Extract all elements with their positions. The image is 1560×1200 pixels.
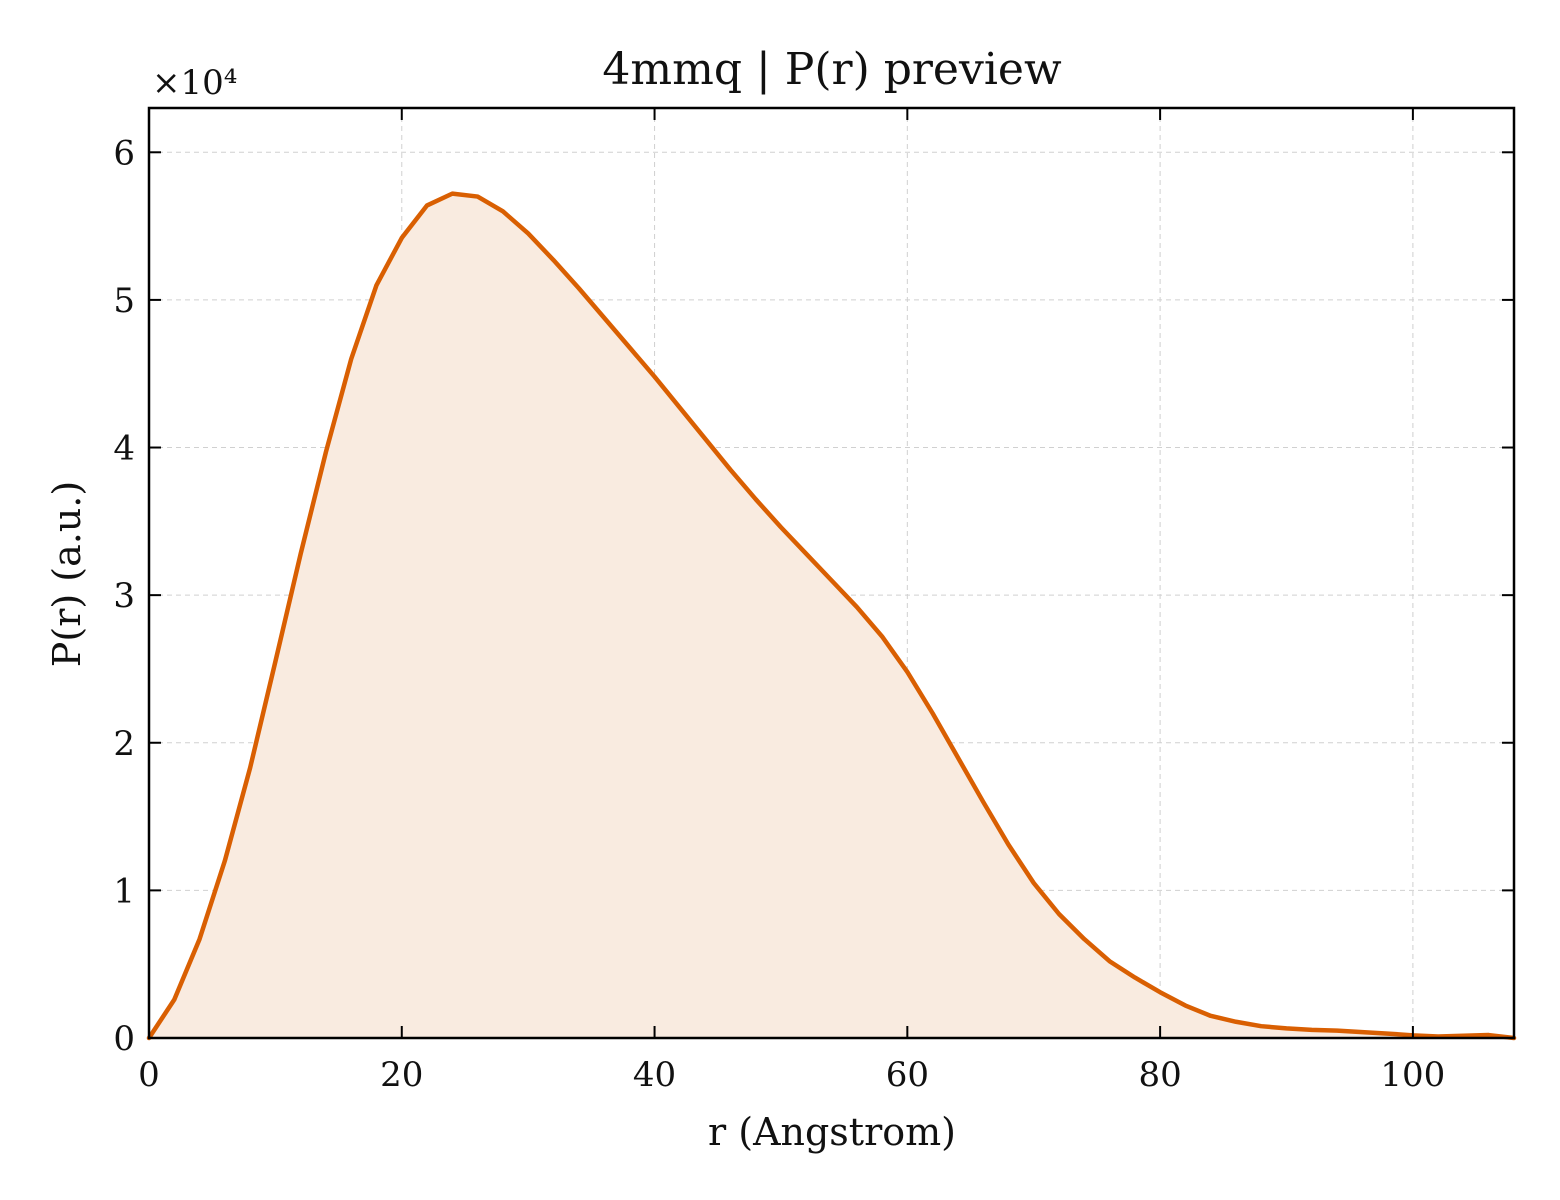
chart-title: 4mmq | P(r) preview (602, 44, 1062, 95)
x-tick-label: 100 (1380, 1055, 1445, 1095)
plot-frame (147, 106, 1516, 1040)
y-tick-label: 5 (113, 281, 135, 321)
x-tick-label: 60 (886, 1055, 929, 1095)
y-tick-label: 1 (113, 871, 135, 911)
x-tick-label: 0 (138, 1055, 160, 1095)
y-axis-label: P(r) (a.u.) (45, 481, 89, 667)
x-tick-label: 80 (1138, 1055, 1181, 1095)
x-tick-label: 20 (380, 1055, 423, 1095)
pr-area-fill (149, 193, 1514, 1038)
y-tick-label: 4 (113, 429, 135, 469)
y-tick-label: 6 (113, 133, 135, 173)
y-tick-label: 2 (113, 724, 135, 764)
y-tick-label: 3 (113, 576, 135, 616)
ticks: 0 20 40 60 80 100 0 1 2 3 4 5 6 (113, 108, 1514, 1095)
y-tick-label: 0 (113, 1019, 135, 1059)
x-tick-label: 40 (633, 1055, 676, 1095)
x-axis-label: r (Angstrom) (708, 1110, 956, 1154)
y-axis-multiplier: ×10⁴ (152, 63, 237, 103)
pr-curve-line (146, 191, 1517, 1041)
